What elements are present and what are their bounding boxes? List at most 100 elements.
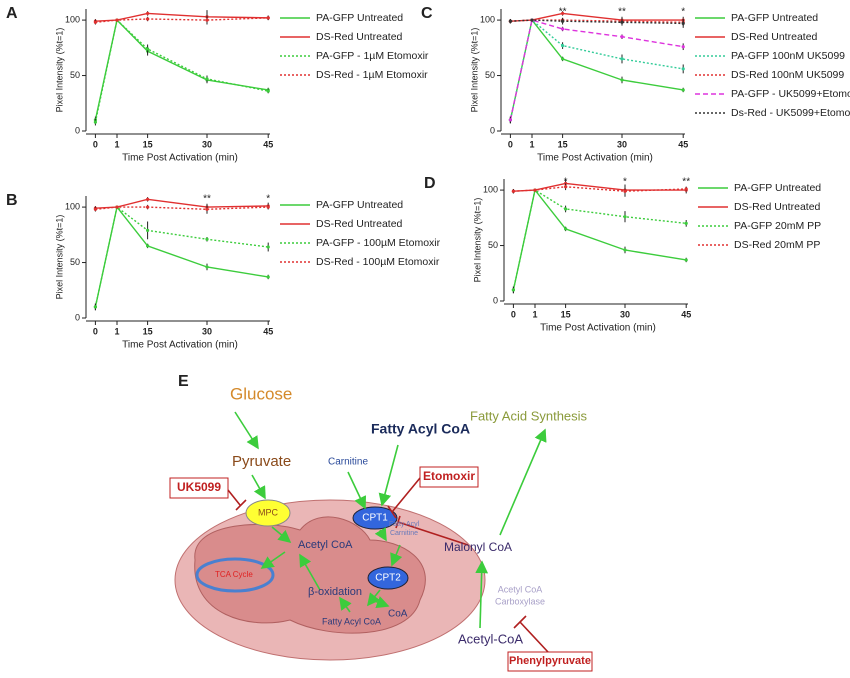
point	[681, 45, 685, 49]
series-line	[94, 18, 269, 121]
point	[266, 205, 270, 209]
x-tick-label: 30	[202, 139, 212, 149]
point	[508, 19, 512, 23]
point	[205, 77, 209, 81]
point	[620, 35, 624, 39]
mpc	[245, 499, 291, 527]
chart: D 0 50 100 0 1 15 30 45 Time Post Activation (min…	[424, 175, 821, 333]
x-tick-label: 15	[143, 139, 153, 149]
point	[146, 205, 150, 209]
point	[93, 20, 97, 24]
x-tick-label: 0	[511, 309, 516, 319]
y-axis-label: Pixel Intensity (%t=1)	[54, 28, 64, 113]
point	[564, 207, 568, 211]
x-tick-label: 1	[532, 309, 537, 319]
annotation: *	[623, 177, 627, 188]
legend-label: DS-Red - 100µM Etomoxir	[316, 256, 440, 268]
legend-label: PA-GFP 20mM PP	[734, 220, 821, 232]
x-tick-label: 30	[617, 139, 627, 149]
x-tick-label: 15	[558, 139, 568, 149]
y-tick-label: 0	[75, 125, 80, 135]
point	[511, 189, 515, 193]
x-tick-label: 1	[529, 139, 534, 149]
diagram-label: Fatty Acyl CoA	[371, 421, 470, 437]
legend-label: DS-Red Untreated	[316, 218, 403, 230]
y-axis-label: Pixel Intensity (%t=1)	[54, 215, 64, 300]
x-tick-label: 15	[561, 309, 571, 319]
x-axis-label: Time Post Activation (min)	[122, 153, 238, 164]
legend-label: PA-GFP - UK5099+Etomoxir	[731, 88, 850, 100]
diagram-label: Acetyl-CoA	[458, 631, 523, 646]
point	[146, 47, 150, 51]
panel-label: A	[6, 5, 18, 22]
series-line	[509, 18, 684, 121]
diagram-label: Carboxylase	[495, 596, 545, 606]
legend-label: PA-GFP Untreated	[316, 12, 403, 24]
legend-label: DS-Red Untreated	[731, 31, 818, 43]
point	[146, 244, 150, 248]
series-line	[95, 198, 269, 209]
point	[561, 57, 565, 61]
x-axis-label: Time Post Activation (min)	[537, 153, 653, 164]
x-axis-label: Time Post Activation (min)	[122, 340, 238, 351]
point	[205, 265, 209, 269]
x-axis-label: Time Post Activation (min)	[540, 323, 656, 334]
series-line	[95, 12, 269, 22]
point	[561, 19, 565, 23]
diagram-label: CPT1	[362, 513, 388, 524]
point	[561, 27, 565, 31]
y-axis-label: Pixel Intensity (%t=1)	[469, 28, 479, 113]
legend-label: PA-GFP Untreated	[316, 199, 403, 211]
chart: C 0 50 100 0 1 15 30 45 Time Post Activation (min…	[421, 5, 850, 163]
point	[115, 205, 119, 209]
annotation: *	[266, 194, 270, 205]
point	[684, 187, 688, 191]
x-tick-label: 0	[93, 139, 98, 149]
x-tick-label: 0	[508, 139, 513, 149]
x-tick-label: 45	[263, 139, 273, 149]
diagram-label: Fatty Acyl CoA	[322, 616, 381, 626]
diagram-label: CPT2	[375, 573, 401, 584]
point	[93, 207, 97, 211]
point	[681, 67, 685, 71]
point	[681, 21, 685, 26]
point	[146, 197, 150, 201]
annotation: *	[564, 177, 568, 188]
x-tick-label: 45	[263, 326, 273, 336]
y-tick-label: 50	[488, 240, 498, 250]
series-line	[95, 206, 269, 211]
legend-label: PA-GFP Untreated	[734, 182, 821, 194]
y-tick-label: 50	[485, 70, 495, 80]
panel-label: B	[6, 192, 18, 209]
point	[266, 89, 270, 93]
tca-cycle	[195, 557, 275, 593]
legend-label: DS-Red 100nM UK5099	[731, 69, 844, 81]
annotation: **	[682, 177, 690, 188]
diagram-label: Acetyl CoA	[298, 539, 353, 551]
point	[561, 11, 565, 16]
point	[205, 18, 209, 22]
series-line	[509, 18, 684, 121]
series-line	[512, 188, 687, 291]
point	[266, 275, 270, 279]
diagram-label: Pyruvate	[232, 453, 291, 470]
series-line	[512, 188, 687, 291]
chart: A 0 50 100 0 1 15 30 45 Time Post Activation (min…	[6, 5, 429, 163]
panel-label: E	[178, 373, 189, 390]
diagram: E Glucose Pyruvate UK5099 MPC Fatty Acyl CoA…	[169, 373, 593, 672]
cpt2	[367, 566, 409, 590]
point	[533, 188, 537, 192]
panel-label: D	[424, 175, 436, 192]
y-tick-label: 50	[70, 70, 80, 80]
point	[623, 215, 627, 219]
legend-label: DS-Red Untreated	[734, 201, 821, 213]
point	[266, 245, 270, 249]
diagram-label: Acetyl CoA	[498, 584, 543, 594]
legend-label: DS-Red - 1µM Etomoxir	[316, 69, 428, 81]
x-tick-label: 15	[143, 326, 153, 336]
diagram-label: TCA Cycle	[215, 570, 253, 579]
point	[620, 57, 624, 61]
arrows	[234, 411, 547, 629]
point	[93, 120, 97, 124]
